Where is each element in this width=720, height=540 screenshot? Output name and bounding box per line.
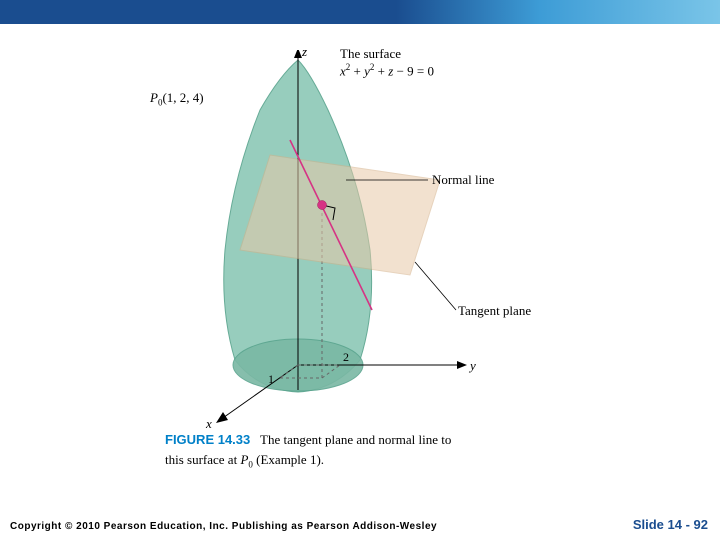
tangent-plane-label: Tangent plane: [458, 303, 531, 319]
point-p0-label: P0(1, 2, 4): [150, 90, 204, 108]
axis-z-label: z: [302, 44, 307, 60]
figure-number: FIGURE 14.33: [165, 432, 250, 447]
tick-y-label: 2: [343, 350, 349, 365]
figure-diagram: z y x P0(1, 2, 4) The surface x2 + y2 + …: [160, 50, 560, 430]
surface-svg: [160, 50, 560, 430]
slide-number: Slide 14 - 92: [633, 517, 708, 532]
axis-y-label: y: [470, 358, 476, 374]
figure-caption: FIGURE 14.33 The tangent plane and norma…: [165, 430, 465, 472]
normal-line-label: Normal line: [432, 172, 494, 188]
copyright-text: Copyright © 2010 Pearson Education, Inc.…: [10, 521, 437, 532]
tick-x-label: 1: [268, 372, 274, 387]
surface-eq-label: The surface x2 + y2 + z − 9 = 0: [340, 46, 434, 79]
top-gradient-bar: [0, 0, 720, 24]
